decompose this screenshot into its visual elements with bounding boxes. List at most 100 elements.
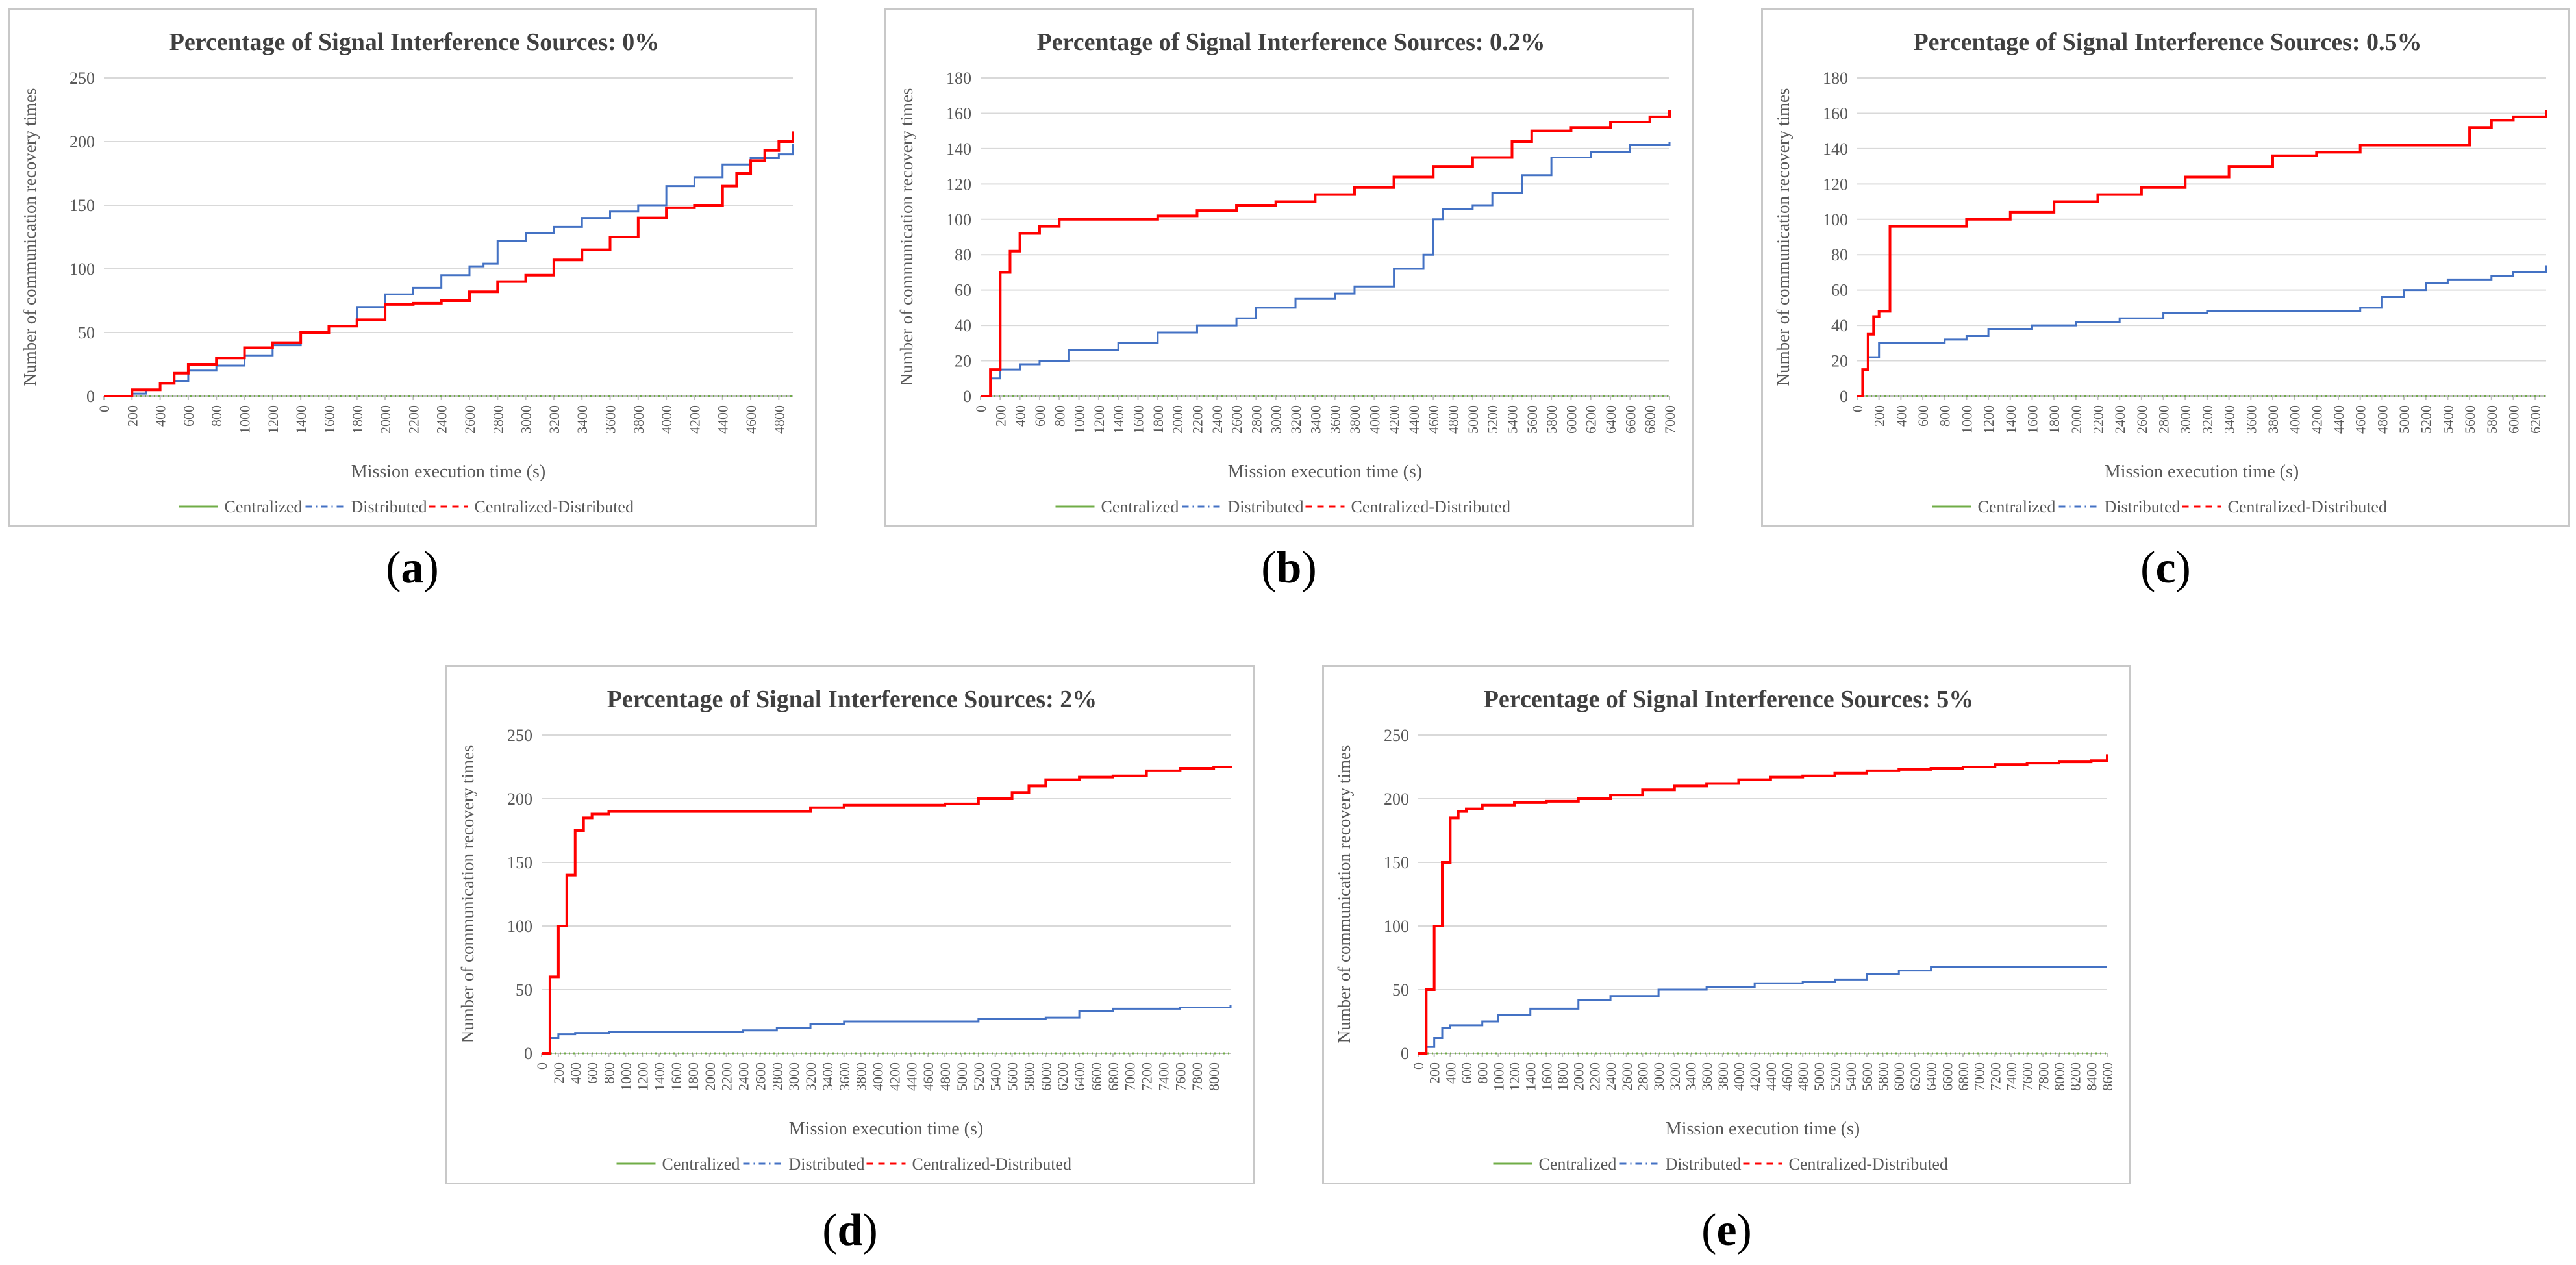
x-tick-label: 6600 [1088, 1062, 1105, 1091]
y-tick-label: 80 [955, 245, 971, 264]
x-tick-label: 1400 [293, 405, 309, 434]
x-tick-label: 600 [181, 405, 197, 427]
y-tick-label: 0 [963, 387, 971, 406]
x-tick-label: 600 [1915, 405, 1931, 427]
y-tick-label: 200 [69, 132, 95, 151]
x-tick-label: 6800 [1642, 405, 1658, 434]
y-tick-label: 40 [1831, 316, 1848, 335]
x-tick-label: 3600 [1699, 1062, 1715, 1091]
x-tick-label: 1000 [1490, 1062, 1507, 1091]
x-tick-label: 200 [1427, 1062, 1443, 1084]
x-tick-label: 3200 [546, 405, 562, 434]
y-tick-label: 160 [946, 104, 971, 123]
series-line-centralized-distributed [1418, 754, 2108, 1055]
x-tick-label: 2800 [769, 1062, 785, 1091]
x-tick-label: 3200 [2199, 405, 2216, 434]
y-tick-label: 60 [955, 281, 971, 300]
y-axis-label: Number of communication recovery times [897, 88, 916, 386]
y-tick-label: 150 [1384, 853, 1409, 872]
x-tick-label: 2000 [2068, 405, 2084, 434]
x-axis-label: Mission execution time (s) [1666, 1119, 1860, 1139]
y-tick-label: 40 [955, 316, 971, 335]
y-tick-label: 20 [955, 352, 971, 371]
x-tick-label: 7800 [1189, 1062, 1205, 1091]
x-tick-label: 3600 [603, 405, 619, 434]
x-tick-label: 2600 [1619, 1062, 1635, 1091]
x-tick-label: 5400 [1504, 405, 1520, 434]
x-tick-label: 2800 [1634, 1062, 1651, 1091]
x-tick-label: 2000 [377, 405, 394, 434]
chart-b: Percentage of Signal Interference Source… [897, 29, 1678, 516]
series-line-centralized-distributed [104, 131, 794, 397]
x-tick-label: 1400 [651, 1062, 668, 1091]
y-tick-label: 0 [86, 387, 95, 406]
y-tick-label: 0 [1401, 1044, 1409, 1063]
x-tick-label: 4200 [1386, 405, 1403, 434]
x-tick-label: 5200 [1827, 1062, 1844, 1091]
x-tick-label: 1200 [1981, 405, 1997, 434]
legend-label-distributed: Distributed [1666, 1155, 1742, 1173]
x-tick-label: 6000 [1563, 405, 1579, 434]
x-tick-label: 400 [568, 1062, 584, 1084]
x-tick-label: 5800 [2484, 405, 2500, 434]
y-tick-label: 180 [1823, 69, 1848, 88]
x-tick-label: 2400 [434, 405, 450, 434]
x-tick-label: 2200 [405, 405, 421, 434]
x-tick-label: 1800 [1555, 1062, 1571, 1091]
x-tick-label: 7000 [1122, 1062, 1138, 1091]
x-tick-label: 1600 [1538, 1062, 1555, 1091]
x-tick-label: 400 [153, 405, 169, 427]
x-tick-label: 1600 [1131, 405, 1147, 434]
x-tick-label: 8200 [2068, 1062, 2084, 1091]
x-tick-label: 6600 [1939, 1062, 1955, 1091]
x-tick-label: 8600 [2099, 1062, 2116, 1091]
x-tick-label: 7000 [1971, 1062, 1988, 1091]
x-tick-label: 2200 [1189, 405, 1205, 434]
x-tick-label: 4600 [920, 1062, 936, 1091]
y-axis-label: Number of communication recovery times [458, 745, 477, 1044]
chart-title: Percentage of Signal Interference Source… [607, 686, 1097, 713]
x-tick-label: 1000 [1071, 405, 1088, 434]
x-tick-label: 600 [1458, 1062, 1475, 1084]
x-tick-label: 4400 [715, 405, 731, 434]
x-tick-label: 4600 [2353, 405, 2369, 434]
legend-label-centralized: Centralized [225, 497, 303, 516]
y-tick-label: 120 [946, 175, 971, 194]
x-tick-label: 0 [534, 1062, 550, 1070]
x-tick-label: 7400 [1155, 1062, 1171, 1091]
x-tick-label: 5600 [1859, 1062, 1875, 1091]
y-tick-label: 160 [1823, 104, 1848, 123]
x-tick-label: 5000 [1465, 405, 1481, 434]
x-tick-label: 6200 [1907, 1062, 1923, 1091]
x-tick-label: 1000 [618, 1062, 634, 1091]
y-tick-label: 100 [1384, 917, 1409, 936]
x-tick-label: 7600 [1172, 1062, 1188, 1091]
x-tick-label: 6000 [1891, 1062, 1907, 1091]
x-tick-label: 5200 [2418, 405, 2434, 434]
y-tick-label: 100 [1823, 210, 1848, 229]
x-tick-label: 7400 [2003, 1062, 2020, 1091]
x-tick-label: 5800 [1544, 405, 1560, 434]
x-tick-label: 3000 [1651, 1062, 1667, 1091]
legend-label-distributed: Distributed [351, 497, 427, 516]
x-tick-label: 5400 [2440, 405, 2456, 434]
y-tick-label: 100 [507, 917, 532, 936]
y-tick-label: 180 [946, 69, 971, 88]
x-tick-label: 4800 [1445, 405, 1462, 434]
y-axis-label: Number of communication recovery times [1773, 88, 1793, 386]
y-tick-label: 200 [507, 790, 532, 808]
chart-d: Percentage of Signal Interference Source… [458, 686, 1232, 1173]
x-tick-label: 8400 [2083, 1062, 2099, 1091]
x-tick-label: 0 [1410, 1062, 1427, 1070]
x-tick-label: 6000 [2505, 405, 2521, 434]
x-tick-label: 7200 [1139, 1062, 1155, 1091]
x-tick-label: 200 [1871, 405, 1888, 427]
y-tick-label: 60 [1831, 281, 1848, 300]
y-tick-label: 100 [69, 260, 95, 279]
legend-label-distributed: Distributed [1228, 497, 1304, 516]
y-tick-label: 50 [516, 981, 532, 999]
y-tick-label: 250 [1384, 726, 1409, 745]
y-tick-label: 200 [1384, 790, 1409, 808]
x-tick-label: 3400 [1682, 1062, 1699, 1091]
x-tick-label: 4200 [886, 1062, 903, 1091]
